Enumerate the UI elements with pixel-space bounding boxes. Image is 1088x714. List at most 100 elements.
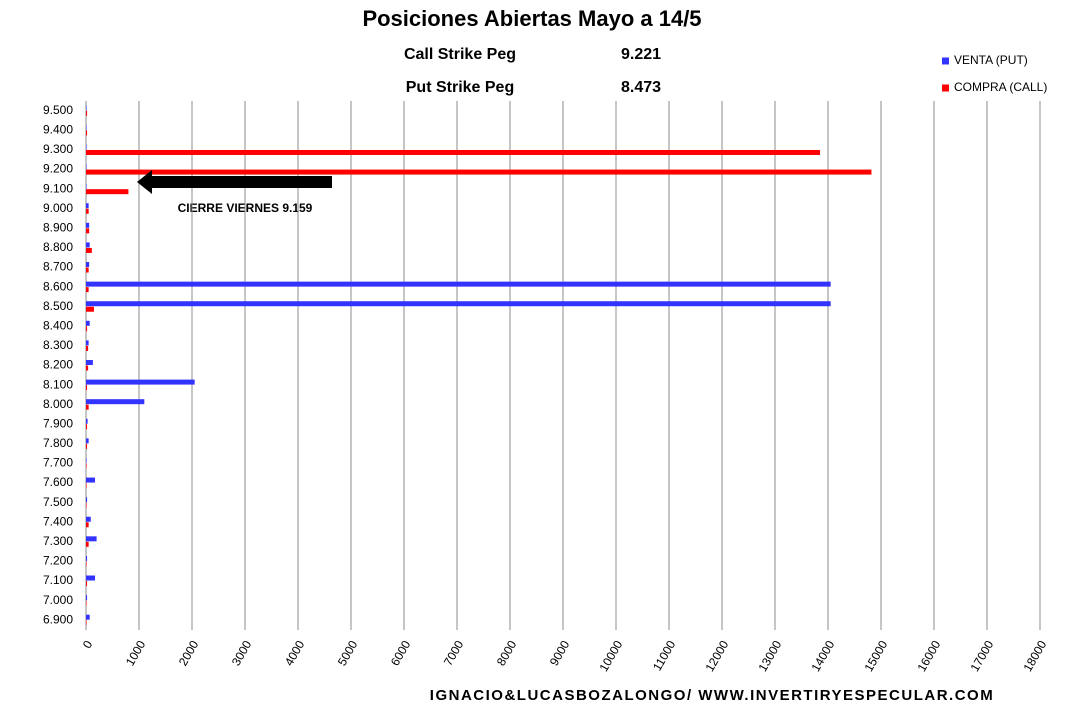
y-tick-label: 8.600 <box>43 279 73 293</box>
bar <box>86 581 88 587</box>
bar <box>86 287 89 293</box>
arrow <box>137 170 332 194</box>
x-tick-label: 0 <box>80 638 96 651</box>
y-tick-label: 9.000 <box>43 201 73 215</box>
footer: IGNACIO&LUCASBOZALONGO/ WWW.INVERTIRYESP… <box>430 687 994 704</box>
y-tick-label: 8.500 <box>43 299 73 313</box>
legend-swatch <box>942 57 949 65</box>
bar <box>86 600 87 606</box>
annotation: Put Strike Peg <box>406 79 514 96</box>
bar <box>86 267 89 273</box>
bar <box>86 620 87 626</box>
bar <box>86 222 90 228</box>
x-tick-label: 14000 <box>809 638 838 674</box>
bar <box>86 483 87 489</box>
y-tick-label: 9.300 <box>43 142 73 156</box>
bar <box>86 365 89 371</box>
bar <box>86 443 88 449</box>
bar <box>86 516 91 522</box>
bar <box>86 130 88 136</box>
bar <box>86 326 88 332</box>
bar <box>86 536 97 542</box>
bar <box>86 522 89 528</box>
chart-title: Posiciones Abiertas Mayo a 14/5 <box>362 6 701 31</box>
y-tick-label: 7.400 <box>43 514 73 528</box>
bar <box>86 477 96 483</box>
legend-label: COMPRA (CALL) <box>954 80 1047 94</box>
bar <box>86 247 92 253</box>
x-tick-label: 1000 <box>123 638 149 668</box>
bar <box>86 541 89 547</box>
y-tick-label: 9.100 <box>43 181 73 195</box>
bar <box>86 502 87 508</box>
bar <box>86 242 90 248</box>
x-tick-label: 13000 <box>756 638 785 674</box>
y-tick-label: 6.900 <box>43 612 73 626</box>
bar <box>86 595 88 601</box>
bar <box>86 379 195 385</box>
y-tick-label: 7.900 <box>43 416 73 430</box>
bar <box>86 457 87 463</box>
x-tick-label: 3000 <box>229 638 255 668</box>
bar <box>86 203 89 209</box>
annotation: 8.473 <box>621 79 661 96</box>
bar <box>86 360 93 365</box>
bar <box>86 345 89 351</box>
y-tick-label: 8.200 <box>43 358 73 372</box>
bar <box>86 281 831 287</box>
bar <box>86 340 89 346</box>
annotation: 9.221 <box>621 46 661 63</box>
bar <box>86 228 90 234</box>
bar <box>86 463 87 469</box>
bar <box>86 418 88 424</box>
bar <box>86 438 89 444</box>
x-tick-label: 2000 <box>176 638 202 668</box>
bar <box>86 555 88 561</box>
y-tick-label: 7.100 <box>43 573 73 587</box>
bar <box>86 262 90 268</box>
x-tick-label: 11000 <box>650 638 679 673</box>
bar <box>86 306 94 312</box>
x-tick-label: 9000 <box>547 638 573 668</box>
y-tick-label: 9.200 <box>43 162 73 176</box>
x-tick-label: 4000 <box>282 638 308 668</box>
bar <box>86 124 87 130</box>
legend-label: VENTA (PUT) <box>954 53 1028 67</box>
bar <box>86 149 821 155</box>
y-tick-label: 7.000 <box>43 593 73 607</box>
bar <box>86 561 87 567</box>
y-tick-label: 7.800 <box>43 436 73 450</box>
bar <box>86 110 88 116</box>
bar <box>86 189 129 195</box>
bar <box>86 399 145 405</box>
y-tick-label: 9.400 <box>43 123 73 137</box>
x-tick-label: 12000 <box>703 638 732 674</box>
bar <box>86 404 89 410</box>
bar <box>86 575 96 581</box>
y-tick-label: 7.200 <box>43 554 73 568</box>
bar <box>86 614 90 620</box>
y-tick-label: 7.300 <box>43 534 73 548</box>
y-tick-label: 8.400 <box>43 318 73 332</box>
y-tick-label: 8.000 <box>43 397 73 411</box>
x-tick-label: 16000 <box>915 638 944 674</box>
y-tick-label: 8.900 <box>43 221 73 235</box>
x-tick-label: 8000 <box>494 638 520 668</box>
x-tick-label: 7000 <box>441 638 467 668</box>
bar <box>86 144 87 150</box>
bar <box>86 183 87 189</box>
bar <box>86 497 88 503</box>
bar <box>86 385 88 391</box>
y-tick-label: 8.800 <box>43 240 73 254</box>
x-tick-label: 17000 <box>968 638 997 674</box>
y-tick-label: 9.500 <box>43 103 73 117</box>
legend-swatch <box>942 84 949 92</box>
y-tick-label: 8.300 <box>43 338 73 352</box>
x-tick-label: 15000 <box>862 638 891 674</box>
bar <box>86 424 88 430</box>
plot-area: 0 1000 2000 3000 4000 5000 6000 7000 8000 9000 100… <box>43 101 1050 674</box>
x-tick-label: 10000 <box>597 638 626 674</box>
bar <box>86 164 87 170</box>
x-tick-label: 6000 <box>388 638 414 668</box>
